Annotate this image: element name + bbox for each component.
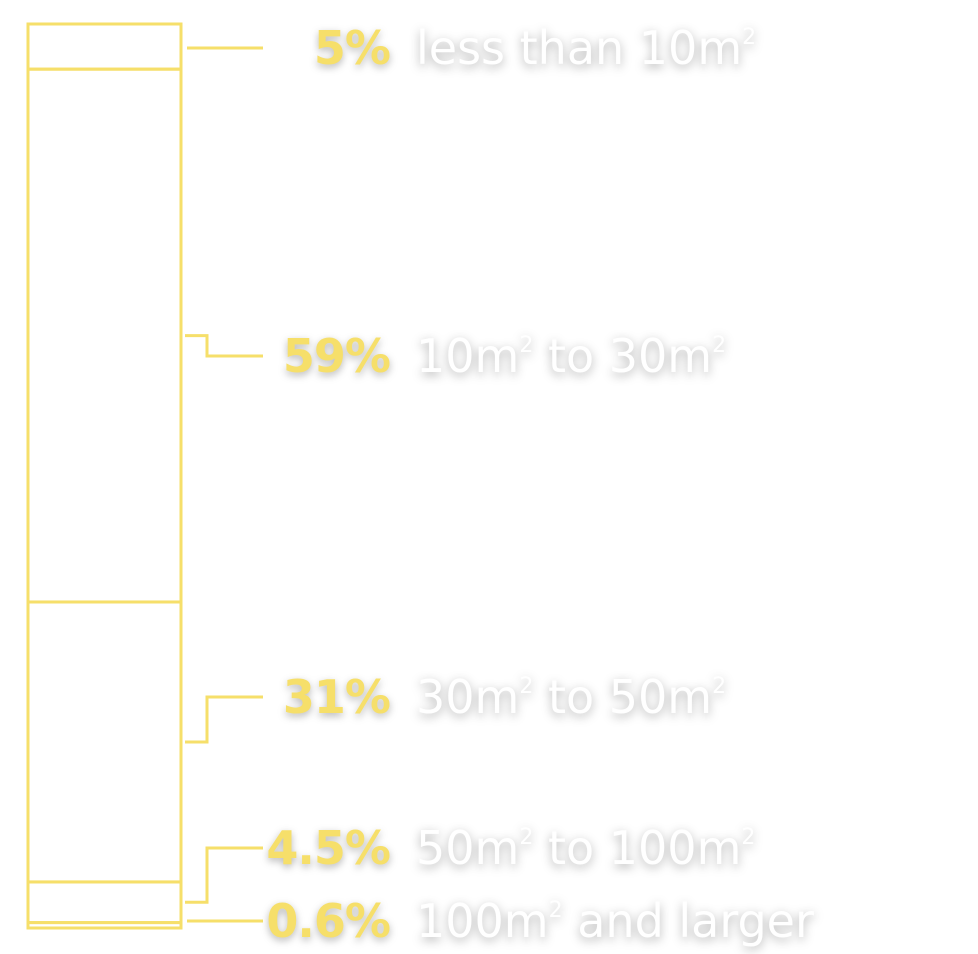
bar-frame (26, 22, 183, 930)
value-label: 4.5% (266, 821, 390, 875)
leader-line (185, 846, 263, 904)
bar-segment (26, 880, 183, 925)
category-label: 30m2 to 50m2 (416, 670, 726, 724)
leader-line (185, 695, 263, 744)
bar-segment (26, 22, 183, 71)
value-label: 31% (283, 670, 390, 724)
category-label: less than 10m2 (416, 21, 756, 75)
category-label: 50m2 to 100m2 (416, 821, 755, 875)
category-label: 100m2 and larger (416, 894, 814, 948)
leader-line (185, 334, 263, 358)
bar-segment (26, 600, 183, 884)
value-label: 59% (283, 329, 390, 383)
bar-segment (26, 67, 183, 604)
value-label: 5% (314, 21, 390, 75)
bar-segment (26, 921, 183, 930)
value-label: 0.6% (266, 894, 390, 948)
category-label: 10m2 to 30m2 (416, 329, 726, 383)
